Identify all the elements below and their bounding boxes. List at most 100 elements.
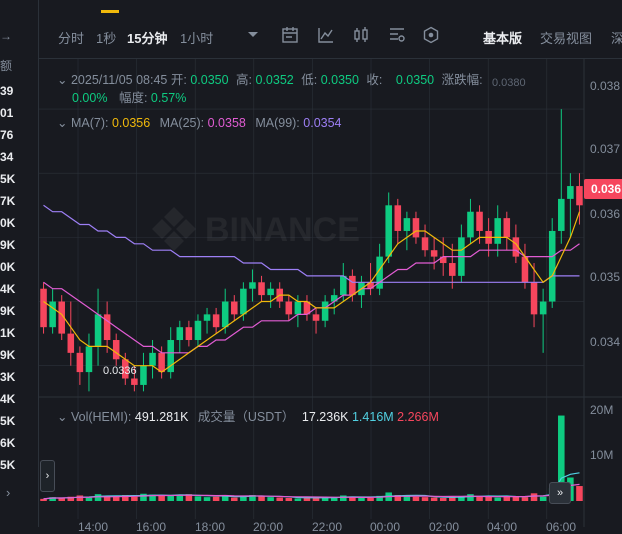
svg-text:BINANCE: BINANCE [205, 211, 360, 249]
candle-body [131, 378, 138, 385]
caret-down-icon[interactable] [247, 30, 265, 48]
volume-bar [521, 497, 529, 501]
time-tick: 20:00 [253, 520, 284, 534]
volume-bar [512, 496, 520, 501]
volume-bar [203, 497, 211, 501]
scroll-left-button[interactable]: › [40, 460, 55, 492]
view-basic[interactable]: 基本版 [483, 31, 523, 46]
volume-bar [412, 496, 420, 501]
price-tick: 0.035 [590, 270, 621, 284]
candle-body [167, 340, 174, 373]
high-label: 高: [236, 73, 253, 87]
volume-line: ⌄ Vol(HEMI): 491.281K 成交量（USDT） 17.236K … [57, 406, 439, 425]
candle-body [394, 205, 402, 231]
tf-1s[interactable]: 1秒 [96, 31, 117, 46]
time-tick: 06:00 [546, 520, 577, 534]
candlestick-chart[interactable]: BINANCE [39, 59, 622, 527]
volume-bar [76, 495, 84, 501]
volume-ma-line [43, 472, 580, 500]
calendar-icon[interactable] [281, 26, 299, 44]
ma7-line [43, 211, 581, 373]
volume-tick: 10M [590, 448, 614, 462]
view-depth[interactable]: 深 [611, 31, 622, 46]
candle-body [385, 205, 392, 257]
tf-1h[interactable]: 1小时 [180, 31, 214, 46]
volume-bar [240, 495, 247, 501]
volume-bar [576, 486, 583, 501]
order-book-value: 0K [0, 216, 16, 230]
candle-body [40, 288, 47, 328]
candle-body [258, 282, 265, 296]
ohlc-toggle-icon[interactable]: ⌄ [57, 73, 68, 87]
volume-bar [303, 497, 311, 501]
order-book-arrow[interactable]: → [0, 29, 12, 43]
chart-area[interactable]: BINANCE [39, 59, 622, 527]
view-trading[interactable]: 交易视图 [540, 31, 593, 46]
candle-body [122, 359, 129, 379]
volume-bar [94, 494, 102, 501]
tf-15m[interactable]: 15分钟 [127, 31, 168, 46]
candle-body [521, 256, 529, 283]
volume-label: Vol(HEMI): [70, 410, 132, 424]
tf-timeshare[interactable]: 分时 [58, 31, 85, 46]
time-tick: 00:00 [370, 520, 401, 534]
candle-body [376, 256, 383, 289]
volume-bar [185, 494, 193, 501]
time-tick: 04:00 [487, 520, 518, 534]
order-book-value: 0K [0, 260, 16, 274]
candle-body [340, 275, 347, 296]
turnover-label: 成交量（USDT） [197, 410, 295, 424]
time-tick: 14:00 [78, 520, 109, 534]
candle-body [176, 327, 184, 341]
candle-body [330, 295, 338, 302]
order-book-value: 9K [0, 304, 16, 318]
volume-bar [458, 496, 465, 501]
order-book-value: 39 [0, 84, 14, 98]
ma-toggle-icon[interactable]: ⌄ [57, 116, 68, 130]
high-marker: 0.0380 [492, 77, 526, 89]
volume-bar [176, 495, 184, 501]
order-book-value: 5K [0, 458, 16, 472]
volume-bar [49, 497, 56, 501]
volume-bar [539, 496, 547, 501]
line-drawing-icon[interactable] [317, 26, 335, 44]
volume-bar [358, 497, 365, 501]
ma99-line [43, 204, 580, 283]
volume-bar [558, 415, 565, 501]
scroll-right-button[interactable]: » [549, 482, 571, 504]
volume-bar [394, 495, 402, 501]
ohlc-date: 2025/11/05 08:45 [70, 73, 168, 87]
volume-bar [476, 495, 483, 501]
candle-body [530, 282, 538, 315]
volume-value: 491.281K [134, 410, 189, 424]
order-book-strip: → 额 39 01 76 34 5K 7K 0K 9K 0K 4K 9K 1K 9K 3K 4K 5K 6K 5K… [0, 0, 39, 527]
change-value: 0.00% [72, 91, 108, 105]
volume-toggle-icon[interactable]: ⌄ [57, 410, 68, 424]
price-tick: 0.037 [590, 142, 621, 156]
candle-body [421, 237, 429, 251]
ma99-label: MA(99): [255, 116, 300, 130]
candle-body [367, 282, 374, 289]
volume-bar [467, 494, 474, 501]
candle-body [231, 301, 238, 315]
hexagon-icon[interactable] [422, 26, 440, 44]
volume-bar [330, 497, 338, 501]
settings-icon[interactable] [388, 26, 406, 44]
ma25-line [43, 243, 580, 354]
volume-bar [103, 496, 111, 501]
time-tick: 22:00 [312, 520, 343, 534]
watermark: BINANCE [152, 207, 360, 251]
turnover-value: 17.236K [301, 410, 349, 424]
candle-body [548, 230, 556, 302]
volume-bar [403, 496, 411, 501]
volume-tick: 20M [590, 403, 614, 417]
volume-bar [430, 497, 438, 501]
close-value: 0.0350 [395, 73, 435, 87]
candle-type-icon[interactable] [352, 26, 370, 44]
volume-bar [58, 498, 65, 501]
candle-body [221, 301, 229, 328]
order-book-value: 5K [0, 172, 16, 186]
expand-arrow-icon[interactable]: › [6, 485, 11, 500]
volume-bar [221, 495, 229, 501]
volume-bar [340, 495, 347, 501]
